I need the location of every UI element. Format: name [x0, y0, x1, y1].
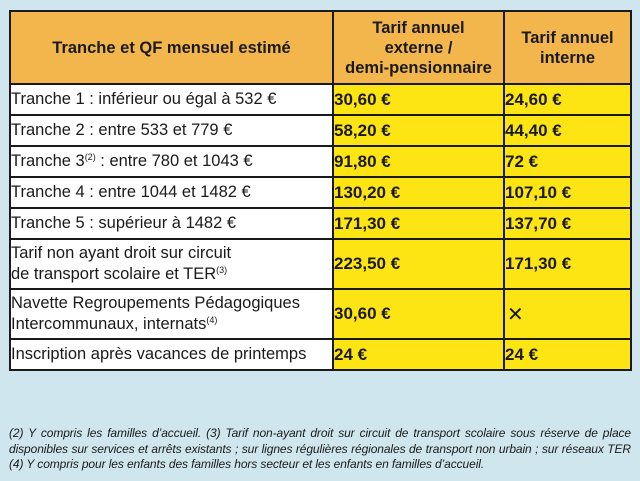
row-label: Inscription après vacances de printemps — [9, 338, 334, 371]
header-tarif-interne: Tarif annuel interne — [503, 10, 632, 85]
value-interne: 24,60 € — [503, 83, 632, 116]
table-row: Tranche 5 : supérieur à 1482 € 171,30 € … — [9, 207, 632, 240]
table-row: Tarif non ayant droit sur circuit de tran… — [9, 238, 632, 290]
x-mark-icon: ✕ — [507, 303, 524, 326]
value-externe: 30,60 € — [332, 288, 505, 340]
value-interne: 137,70 € — [503, 207, 632, 240]
table-row: Navette Regroupements Pédagogiques Interc… — [9, 288, 632, 340]
value-externe: 223,50 € — [332, 238, 505, 290]
table-row: Tranche 3(2) : entre 780 et 1043 € 91,80… — [9, 145, 632, 178]
value-externe: 58,20 € — [332, 114, 505, 147]
value-externe: 24 € — [332, 338, 505, 371]
table-row: Tranche 4 : entre 1044 et 1482 € 130,20 … — [9, 176, 632, 209]
footnote: (2) Y compris les familles d’accueil. (3… — [9, 426, 631, 471]
row-label: Tranche 4 : entre 1044 et 1482 € — [9, 176, 334, 209]
value-externe: 30,60 € — [332, 83, 505, 116]
row-label: Tranche 5 : supérieur à 1482 € — [9, 207, 334, 240]
row-label: Tarif non ayant droit sur circuit de tran… — [9, 238, 334, 290]
tariff-table: Tranche et QF mensuel estimé Tarif annue… — [9, 10, 632, 371]
value-externe: 130,20 € — [332, 176, 505, 209]
value-externe: 91,80 € — [332, 145, 505, 178]
row-label: Navette Regroupements Pédagogiques Interc… — [9, 288, 334, 340]
row-label: Tranche 3(2) : entre 780 et 1043 € — [9, 145, 334, 178]
row-label: Tranche 1 : inférieur ou égal à 532 € — [9, 83, 334, 116]
value-externe: 171,30 € — [332, 207, 505, 240]
table-row: Tranche 2 : entre 533 et 779 € 58,20 € 4… — [9, 114, 632, 147]
value-interne: 24 € — [503, 338, 632, 371]
header-tarif-externe: Tarif annuel externe / demi-pensionnaire — [332, 10, 505, 85]
value-interne: ✕ — [503, 288, 632, 340]
table-row: Tranche 1 : inférieur ou égal à 532 € 30… — [9, 83, 632, 116]
table-row: Inscription après vacances de printemps … — [9, 338, 632, 371]
header-tranche: Tranche et QF mensuel estimé — [9, 10, 334, 85]
value-interne: 72 € — [503, 145, 632, 178]
row-label: Tranche 2 : entre 533 et 779 € — [9, 114, 334, 147]
value-interne: 107,10 € — [503, 176, 632, 209]
value-interne: 171,30 € — [503, 238, 632, 290]
value-interne: 44,40 € — [503, 114, 632, 147]
table-header-row: Tranche et QF mensuel estimé Tarif annue… — [9, 10, 632, 85]
